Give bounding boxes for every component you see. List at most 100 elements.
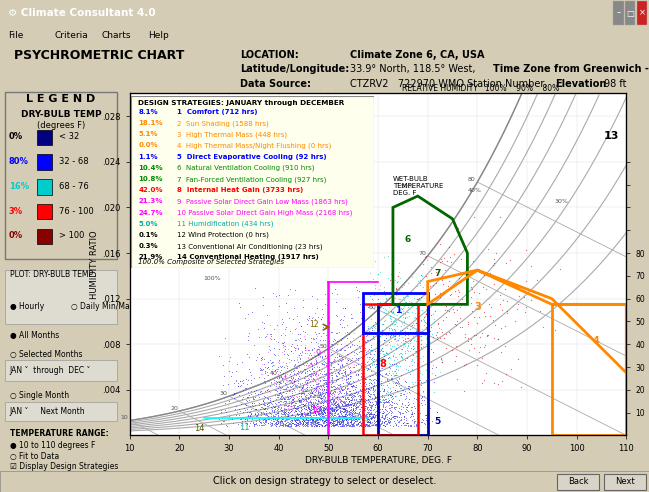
Point — [410, 330, 421, 338]
Point — [403, 304, 413, 311]
Point — [365, 393, 376, 400]
Point — [385, 388, 395, 396]
Point — [373, 364, 384, 371]
Point — [291, 371, 301, 379]
Point — [314, 420, 324, 428]
Point — [463, 337, 473, 345]
Point — [408, 378, 418, 386]
Point — [327, 389, 337, 397]
Point — [421, 252, 431, 260]
Point — [360, 412, 370, 420]
Point — [260, 404, 270, 412]
Point — [468, 277, 478, 285]
Point — [385, 297, 395, 305]
Point — [338, 418, 349, 426]
Point — [397, 419, 408, 427]
Point — [335, 363, 345, 370]
Point — [337, 385, 348, 393]
Text: ○ Daily Min/Max: ○ Daily Min/Max — [71, 302, 134, 311]
Point — [389, 320, 399, 328]
Point — [377, 320, 387, 328]
Point — [276, 407, 287, 415]
Point — [345, 414, 356, 422]
Point — [289, 397, 299, 404]
Point — [348, 405, 358, 413]
Point — [378, 385, 389, 393]
Point — [343, 413, 354, 421]
Point — [403, 342, 413, 350]
Point — [370, 386, 380, 394]
Point — [243, 388, 254, 396]
Point — [406, 322, 417, 330]
Text: 3  High Thermal Mass (448 hrs): 3 High Thermal Mass (448 hrs) — [177, 131, 288, 138]
Point — [309, 421, 319, 429]
Point — [276, 409, 286, 417]
Point — [322, 400, 332, 408]
Point — [317, 313, 327, 321]
Point — [382, 381, 392, 389]
Point — [281, 405, 291, 413]
Point — [310, 403, 321, 411]
Point — [288, 381, 298, 389]
Point — [293, 410, 304, 418]
Point — [345, 337, 356, 345]
Point — [482, 331, 493, 339]
Point — [436, 276, 447, 283]
Point — [273, 404, 284, 412]
Point — [480, 341, 490, 349]
Point — [381, 390, 391, 398]
Point — [280, 408, 290, 416]
Point — [356, 387, 367, 395]
Point — [323, 418, 334, 426]
Point — [315, 381, 326, 389]
Point — [402, 354, 412, 362]
Point — [326, 358, 336, 366]
Point — [398, 413, 409, 421]
Point — [364, 392, 374, 400]
Point — [356, 387, 366, 395]
Point — [383, 331, 393, 339]
Point — [369, 375, 379, 383]
Point — [377, 372, 387, 380]
Point — [246, 376, 256, 384]
Point — [371, 386, 382, 394]
Point — [437, 316, 448, 324]
Point — [374, 407, 384, 415]
Point — [497, 377, 508, 385]
Point — [317, 389, 327, 397]
Point — [329, 390, 339, 398]
Point — [330, 408, 340, 416]
Point — [289, 403, 300, 411]
Point — [283, 401, 293, 409]
Point — [276, 404, 286, 412]
Point — [366, 355, 376, 363]
Point — [400, 365, 411, 373]
Point — [354, 410, 365, 418]
Point — [382, 349, 392, 357]
Point — [306, 414, 317, 422]
Point — [340, 405, 350, 413]
Point — [364, 418, 374, 426]
Point — [374, 300, 385, 308]
Point — [279, 395, 289, 402]
Point — [302, 422, 313, 430]
Point — [393, 341, 403, 349]
Text: 0.1%: 0.1% — [138, 232, 158, 238]
Point — [389, 414, 400, 422]
Point — [387, 390, 398, 398]
Point — [411, 422, 421, 430]
Point — [278, 343, 288, 351]
Point — [378, 415, 389, 423]
Point — [347, 409, 357, 417]
Point — [273, 419, 283, 427]
Point — [357, 359, 367, 367]
Point — [343, 416, 353, 424]
Point — [376, 420, 387, 428]
Point — [326, 375, 337, 383]
Point — [303, 402, 313, 410]
Point — [304, 372, 315, 380]
Point — [289, 416, 299, 424]
Point — [373, 409, 384, 417]
Point — [422, 342, 432, 350]
Point — [313, 410, 323, 418]
